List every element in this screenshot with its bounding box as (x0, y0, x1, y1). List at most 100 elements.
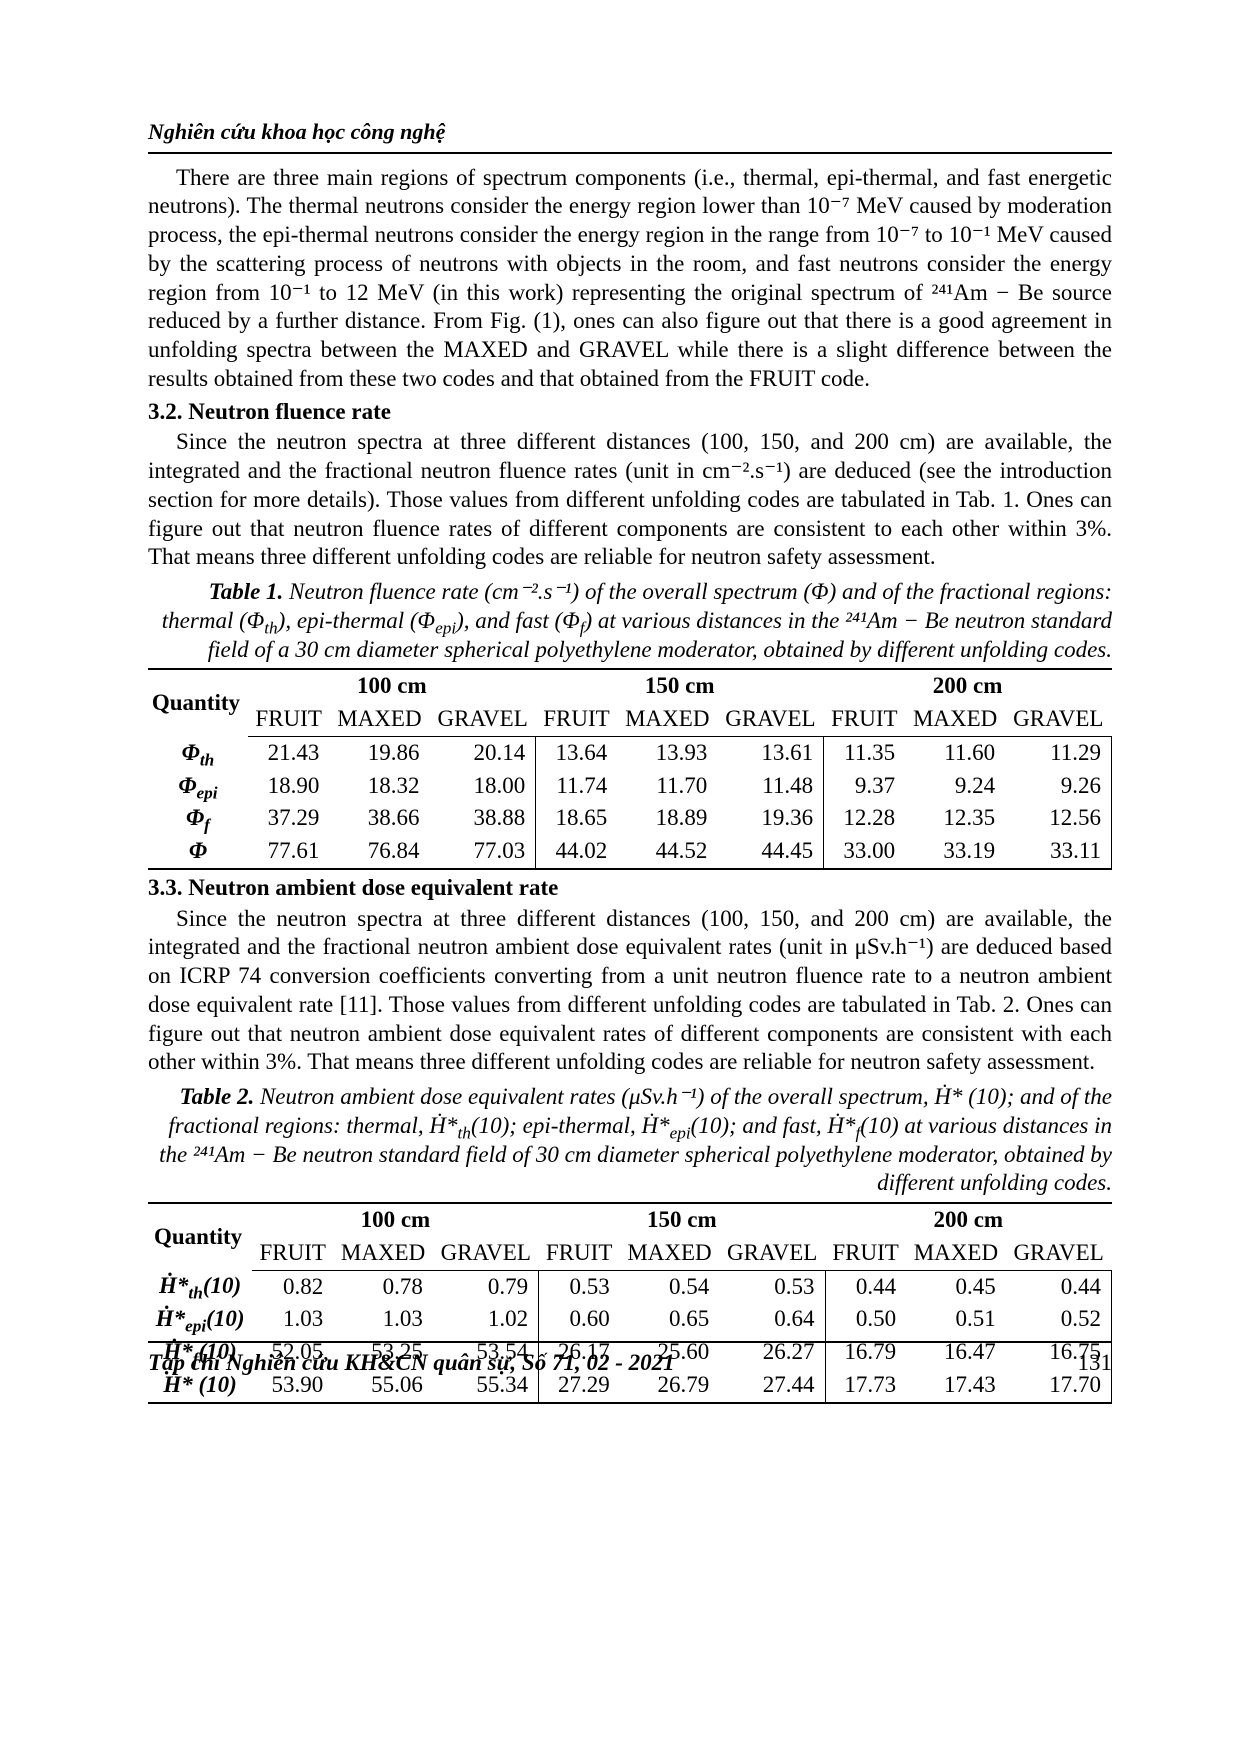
cell: 18.89 (617, 802, 717, 835)
row-label: Ḣ*epi(10) (148, 1303, 252, 1336)
cell: 20.14 (429, 736, 535, 769)
cell: 0.54 (620, 1270, 720, 1303)
table-1-caption: Table 1. Neutron fluence rate (cm⁻².s⁻¹)… (148, 578, 1112, 664)
cell: 11.48 (717, 770, 823, 803)
cell: 12.56 (1005, 802, 1111, 835)
table-row: Φth21.4319.8620.1413.6413.9313.6111.3511… (148, 736, 1112, 769)
row-label: Φ (148, 835, 248, 869)
page-footer: Tạp chí Nghiên cứu KH&CN quân sự, Số 71,… (148, 1341, 1112, 1378)
col-code: FRUIT (252, 1237, 333, 1270)
cell: 1.02 (433, 1303, 539, 1336)
table-2-caption: Table 2. Neutron ambient dose equivalent… (148, 1083, 1112, 1198)
cell: 0.60 (539, 1303, 620, 1336)
cell: 0.51 (906, 1303, 1006, 1336)
cell: 18.00 (429, 770, 535, 803)
col-code: MAXED (333, 1237, 433, 1270)
cell: 9.24 (905, 770, 1005, 803)
cell: 33.11 (1005, 835, 1111, 869)
row-label: Ḣ*th(10) (148, 1270, 252, 1303)
cell: 37.29 (248, 802, 329, 835)
cell: 38.66 (329, 802, 429, 835)
cell: 11.29 (1005, 736, 1111, 769)
col-code: FRUIT (825, 1237, 906, 1270)
cell: 18.65 (536, 802, 617, 835)
cell: 13.61 (717, 736, 823, 769)
cell: 0.44 (825, 1270, 906, 1303)
cell: 0.53 (539, 1270, 620, 1303)
table-1: Quantity100 cm150 cm200 cmFRUITMAXEDGRAV… (148, 668, 1112, 870)
col-code: FRUIT (536, 703, 617, 736)
cell: 77.61 (248, 835, 329, 869)
col-distance: 150 cm (536, 669, 824, 703)
cell: 21.43 (248, 736, 329, 769)
cell: 11.60 (905, 736, 1005, 769)
table-row: Ḣ*epi(10)1.031.031.020.600.650.640.500.5… (148, 1303, 1112, 1336)
cell: 77.03 (429, 835, 535, 869)
col-distance: 200 cm (825, 1203, 1111, 1237)
cell: 12.35 (905, 802, 1005, 835)
footer-journal: Tạp chí Nghiên cứu KH&CN quân sự, Số 71,… (148, 1349, 675, 1378)
cell: 44.45 (717, 835, 823, 869)
cell: 11.70 (617, 770, 717, 803)
col-code: MAXED (905, 703, 1005, 736)
cell: 12.28 (824, 802, 905, 835)
page-header: Nghiên cứu khoa học công nghệ (148, 118, 1112, 154)
col-distance: 100 cm (248, 669, 536, 703)
cell: 0.45 (906, 1270, 1006, 1303)
section-3-2-para: Since the neutron spectra at three diffe… (148, 428, 1112, 572)
cell: 18.90 (248, 770, 329, 803)
cell: 0.53 (719, 1270, 825, 1303)
cell: 44.52 (617, 835, 717, 869)
cell: 1.03 (333, 1303, 433, 1336)
cell: 11.74 (536, 770, 617, 803)
section-3-3-heading: 3.3. Neutron ambient dose equivalent rat… (148, 874, 1112, 903)
cell: 18.32 (329, 770, 429, 803)
col-code: GRAVEL (433, 1237, 539, 1270)
cell: 0.44 (1006, 1270, 1112, 1303)
cell: 19.86 (329, 736, 429, 769)
paragraph-intro: There are three main regions of spectrum… (148, 164, 1112, 394)
col-distance: 200 cm (824, 669, 1112, 703)
row-label: Φth (148, 736, 248, 769)
section-3-3-para: Since the neutron spectra at three diffe… (148, 905, 1112, 1078)
row-label: Φepi (148, 770, 248, 803)
table-row: Φepi18.9018.3218.0011.7411.7011.489.379.… (148, 770, 1112, 803)
col-quantity: Quantity (148, 669, 248, 736)
col-distance: 100 cm (252, 1203, 538, 1237)
col-code: FRUIT (539, 1237, 620, 1270)
section-3-2-heading: 3.2. Neutron fluence rate (148, 398, 1112, 427)
cell: 44.02 (536, 835, 617, 869)
col-code: MAXED (617, 703, 717, 736)
cell: 13.64 (536, 736, 617, 769)
cell: 11.35 (824, 736, 905, 769)
cell: 38.88 (429, 802, 535, 835)
cell: 33.19 (905, 835, 1005, 869)
table-row: Φ77.6176.8477.0344.0244.5244.4533.0033.1… (148, 835, 1112, 869)
table-row: Φf37.2938.6638.8818.6518.8919.3612.2812.… (148, 802, 1112, 835)
cell: 9.26 (1005, 770, 1111, 803)
col-code: FRUIT (824, 703, 905, 736)
col-code: GRAVEL (429, 703, 535, 736)
col-code: MAXED (329, 703, 429, 736)
col-code: GRAVEL (1005, 703, 1111, 736)
col-code: GRAVEL (1006, 1237, 1112, 1270)
cell: 76.84 (329, 835, 429, 869)
cell: 0.65 (620, 1303, 720, 1336)
col-distance: 150 cm (539, 1203, 825, 1237)
cell: 19.36 (717, 802, 823, 835)
col-code: GRAVEL (717, 703, 823, 736)
col-code: MAXED (906, 1237, 1006, 1270)
cell: 1.03 (252, 1303, 333, 1336)
cell: 0.79 (433, 1270, 539, 1303)
cell: 0.52 (1006, 1303, 1112, 1336)
cell: 0.64 (719, 1303, 825, 1336)
cell: 13.93 (617, 736, 717, 769)
cell: 0.82 (252, 1270, 333, 1303)
col-quantity: Quantity (148, 1203, 252, 1270)
col-code: FRUIT (248, 703, 329, 736)
cell: 0.50 (825, 1303, 906, 1336)
table-row: Ḣ*th(10)0.820.780.790.530.540.530.440.45… (148, 1270, 1112, 1303)
cell: 9.37 (824, 770, 905, 803)
cell: 0.78 (333, 1270, 433, 1303)
page-number: 131 (1078, 1349, 1113, 1378)
